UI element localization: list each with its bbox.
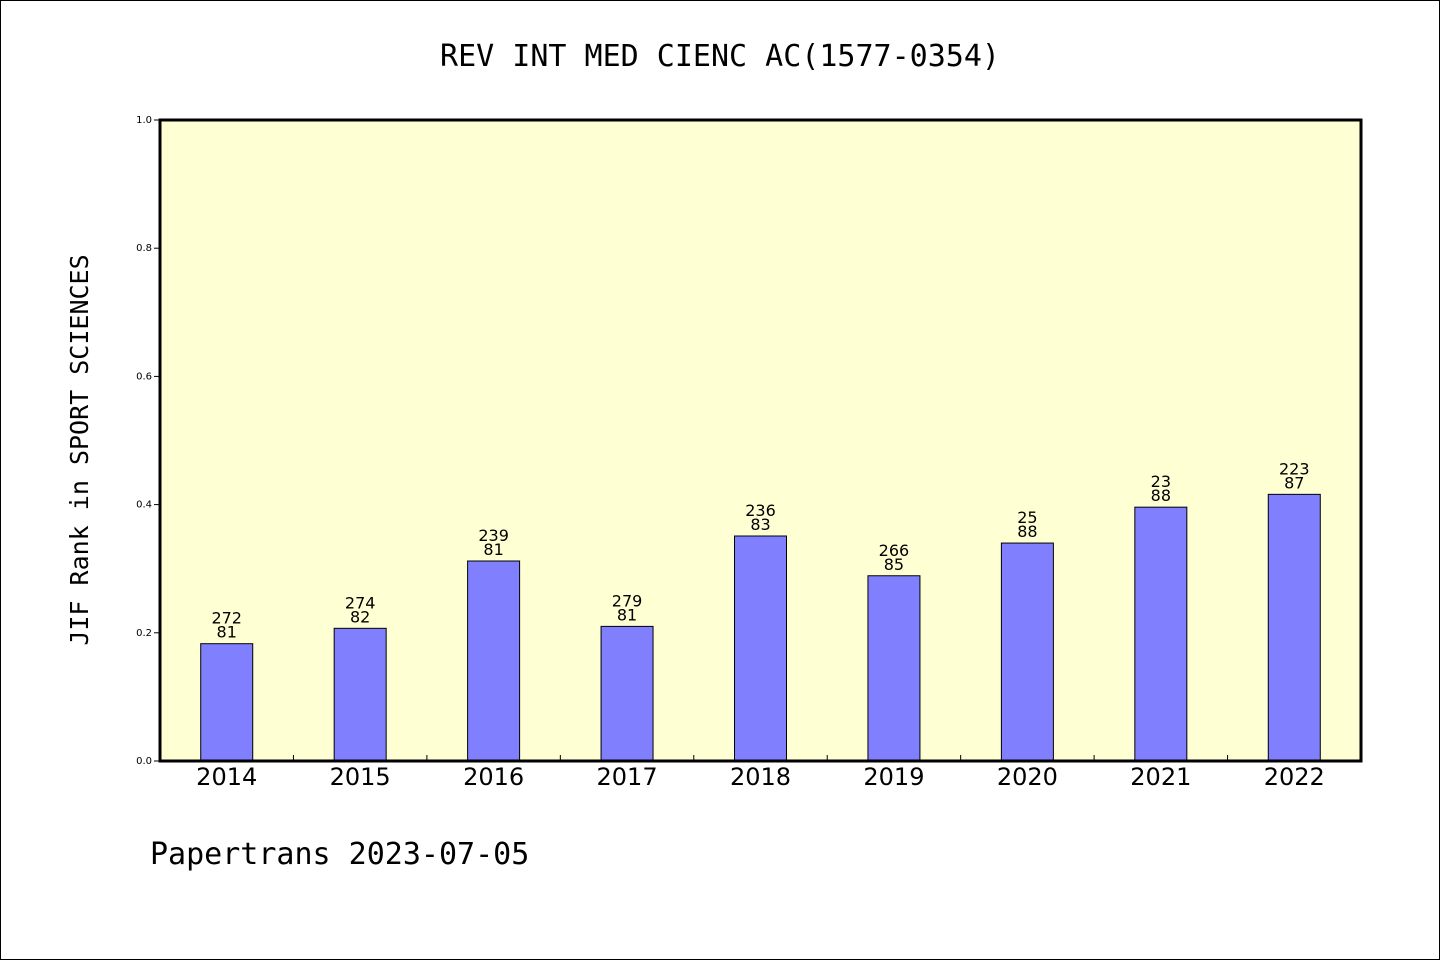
bar-label-top: 236 [745,501,776,520]
bar-label-top: 272 [211,609,242,628]
bar-2021 [1134,506,1188,762]
chart-title: REV INT MED CIENC AC(1577-0354) [440,39,1000,74]
x-tick-label: 2018 [730,763,791,791]
x-tick-label: 2016 [463,763,524,791]
bar-label-bottom: 81 [617,605,637,624]
x-tick-label: 2019 [863,763,924,791]
x-tick-label: 2017 [597,763,658,791]
y-tick-label: 0.8 [136,243,152,254]
y-tick-label: 0.2 [136,628,152,639]
bar-label-top: 25 [1017,508,1037,527]
bar-label-top: 274 [345,593,376,612]
bars-group: 2728127482239812798123683266852588238822… [200,459,1321,762]
y-axis: 0.0 0.2 0.4 0.6 0.8 1.0 [136,115,160,767]
x-tick-label: 2022 [1264,763,1325,791]
x-tick-label: 2015 [330,763,391,791]
plot-border [158,118,1363,763]
bar-label-bottom: 81 [483,540,503,559]
bar-label-bottom: 87 [1284,473,1304,492]
y-tick-label: 0.4 [136,500,152,511]
x-axis: 2014 2015 2016 2017 2018 2019 2020 2021 2022 [196,755,1325,791]
bar-2022 [1267,493,1321,762]
y-tick-label: 1.0 [136,115,152,126]
bar-label-top: 266 [879,541,910,560]
bar-label-bottom: 85 [884,555,904,574]
bar-label-bottom: 88 [1017,522,1037,541]
bar-label-bottom: 88 [1151,486,1171,505]
bar-2020 [1000,542,1054,762]
footer-text: Papertrans 2023-07-05 [150,837,529,872]
bar-2015 [333,627,387,762]
bar-2019 [867,575,921,762]
bar-label-bottom: 81 [217,623,237,642]
bar-label-bottom: 82 [350,607,370,626]
bar-label-top: 279 [612,591,643,610]
y-tick-label: 0.0 [136,756,152,767]
bar-label-top: 239 [478,526,509,545]
x-tick-label: 2014 [196,763,257,791]
bar-label-bottom: 83 [750,515,770,534]
bar-2017 [600,625,654,762]
x-tick-label: 2020 [997,763,1058,791]
bar-2016 [467,560,521,762]
y-axis-label: JIF Rank in SPORT SCIENCES [65,254,94,645]
bar-2018 [734,535,787,762]
bar-2014 [200,643,254,762]
y-tick-label: 0.6 [136,371,152,382]
bar-label-top: 23 [1151,472,1171,491]
x-tick-label: 2021 [1130,763,1191,791]
bar-label-top: 223 [1279,459,1310,478]
